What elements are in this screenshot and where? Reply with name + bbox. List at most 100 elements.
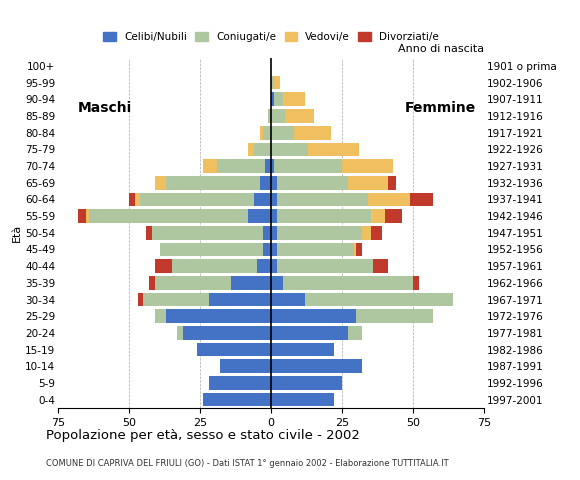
Bar <box>271 176 387 190</box>
Bar <box>271 126 294 140</box>
Bar <box>271 276 282 290</box>
Bar <box>271 360 362 373</box>
Bar <box>183 326 271 340</box>
Bar <box>271 343 334 357</box>
Bar <box>155 310 271 323</box>
Bar <box>78 209 271 223</box>
Bar <box>271 376 342 390</box>
Bar <box>220 360 271 373</box>
Bar <box>271 109 314 123</box>
Bar <box>271 276 419 290</box>
Bar <box>143 293 271 306</box>
Bar <box>271 159 393 173</box>
Bar <box>260 176 271 190</box>
Bar <box>271 143 359 156</box>
Bar <box>271 93 305 106</box>
Bar <box>248 143 271 156</box>
Bar <box>266 159 271 173</box>
Bar <box>271 109 285 123</box>
Bar <box>271 243 362 256</box>
Bar <box>137 293 271 306</box>
Bar <box>197 343 271 357</box>
Bar <box>271 259 374 273</box>
Bar <box>248 143 271 156</box>
Bar <box>271 159 393 173</box>
Bar <box>271 226 362 240</box>
Bar <box>271 143 308 156</box>
Bar <box>271 310 433 323</box>
Bar <box>220 360 271 373</box>
Bar <box>143 293 271 306</box>
Bar <box>271 226 371 240</box>
Bar <box>271 176 348 190</box>
Bar <box>203 159 271 173</box>
Bar <box>271 310 433 323</box>
Text: Popolazione per età, sesso e stato civile - 2002: Popolazione per età, sesso e stato civil… <box>46 429 360 442</box>
Bar <box>160 243 271 256</box>
Bar <box>86 209 271 223</box>
Bar <box>271 276 413 290</box>
Bar <box>155 310 271 323</box>
Bar <box>160 243 271 256</box>
Bar <box>271 343 334 357</box>
Bar <box>257 259 271 273</box>
Bar <box>89 209 271 223</box>
Bar <box>271 159 342 173</box>
Bar <box>271 209 371 223</box>
Bar <box>271 159 274 173</box>
Bar <box>271 360 362 373</box>
Bar <box>203 159 271 173</box>
Bar <box>197 343 271 357</box>
Bar <box>271 76 280 89</box>
Bar <box>271 259 277 273</box>
Bar <box>271 192 411 206</box>
Bar <box>254 143 271 156</box>
Bar <box>209 376 271 390</box>
Bar <box>271 376 342 390</box>
Bar <box>271 259 374 273</box>
Bar <box>271 76 280 89</box>
Bar <box>260 126 271 140</box>
Bar <box>269 109 271 123</box>
Bar <box>149 276 271 290</box>
Bar <box>271 293 453 306</box>
Bar <box>155 310 271 323</box>
Bar <box>177 326 271 340</box>
Bar <box>231 276 271 290</box>
Bar <box>269 109 271 123</box>
Bar <box>271 393 334 407</box>
Bar <box>155 259 271 273</box>
Bar <box>271 310 433 323</box>
Bar <box>271 126 331 140</box>
Bar <box>271 243 354 256</box>
Bar <box>155 176 271 190</box>
Text: Femmine: Femmine <box>405 101 476 115</box>
Bar <box>166 310 271 323</box>
Bar <box>152 226 271 240</box>
Bar <box>271 243 356 256</box>
Bar <box>271 360 362 373</box>
Bar <box>271 310 356 323</box>
Bar <box>271 326 362 340</box>
Bar <box>271 276 413 290</box>
Bar <box>271 393 334 407</box>
Y-axis label: Età: Età <box>12 224 22 242</box>
Bar <box>203 393 271 407</box>
Bar <box>177 326 271 340</box>
Bar <box>209 376 271 390</box>
Bar <box>271 93 274 106</box>
Bar <box>271 93 282 106</box>
Bar <box>155 276 271 290</box>
Bar <box>263 226 271 240</box>
Bar <box>271 176 396 190</box>
Bar <box>271 209 277 223</box>
Bar <box>271 393 334 407</box>
Bar <box>271 126 331 140</box>
Bar <box>172 259 271 273</box>
Bar <box>203 393 271 407</box>
Bar <box>271 209 385 223</box>
Bar <box>271 226 382 240</box>
Bar <box>209 376 271 390</box>
Bar <box>271 376 342 390</box>
Bar <box>271 109 314 123</box>
